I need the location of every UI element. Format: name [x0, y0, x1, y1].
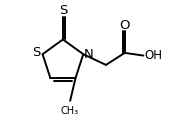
- Text: OH: OH: [145, 49, 163, 62]
- Text: N: N: [83, 48, 93, 61]
- Text: O: O: [120, 19, 130, 32]
- Text: S: S: [32, 46, 41, 59]
- Text: S: S: [59, 4, 67, 17]
- Text: CH₃: CH₃: [60, 106, 78, 116]
